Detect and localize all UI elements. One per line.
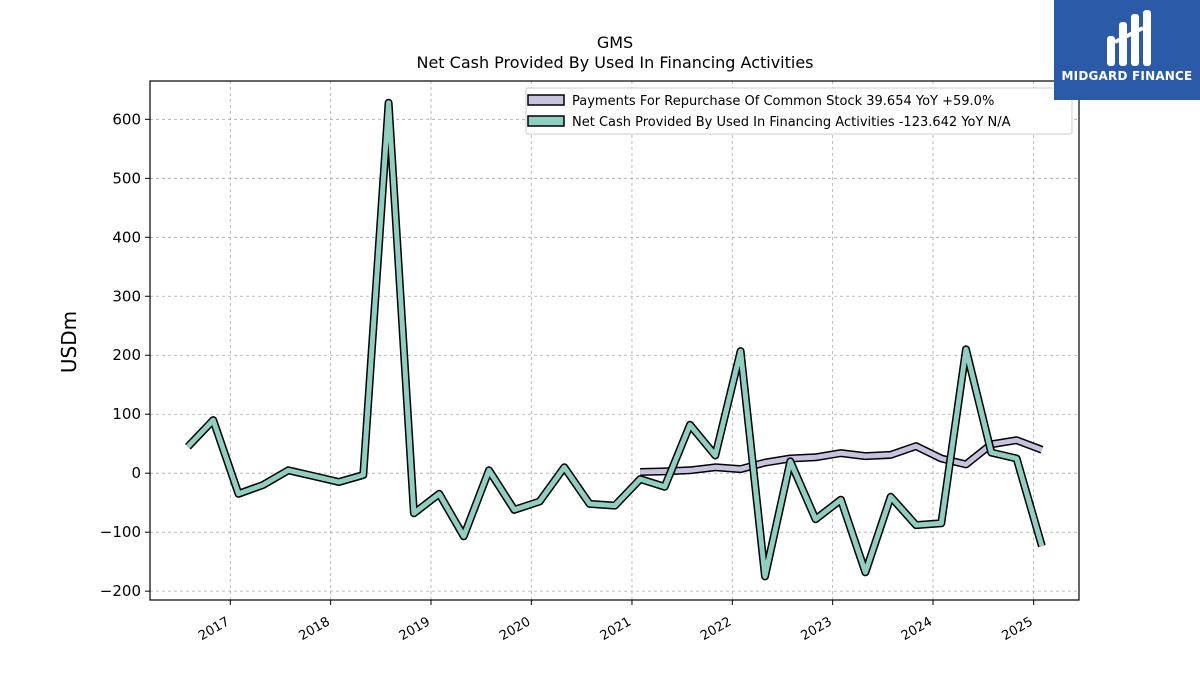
series-1-point xyxy=(437,491,442,496)
series-1-point xyxy=(914,523,919,528)
series-1-point xyxy=(1039,544,1044,549)
x-tick-label: 2020 xyxy=(497,614,533,644)
y-tick-label: −100 xyxy=(100,523,141,541)
y-tick-label: 600 xyxy=(112,110,141,128)
series-1-point xyxy=(512,507,517,512)
series-1-point xyxy=(261,483,266,488)
series-1-point xyxy=(587,501,592,506)
series-1-point xyxy=(662,484,667,489)
series-0-point xyxy=(939,456,944,461)
x-tick-label: 2022 xyxy=(698,614,734,644)
series-1-point xyxy=(211,418,216,423)
series-1-point xyxy=(964,347,969,352)
series-1-line xyxy=(186,100,1045,579)
y-tick-label: 0 xyxy=(131,464,141,482)
y-axis-label: USDm xyxy=(57,311,81,373)
series-1-point xyxy=(537,499,542,504)
series-0-point xyxy=(638,470,643,475)
x-tick-label: 2023 xyxy=(798,614,834,644)
x-tick-label: 2019 xyxy=(397,614,433,644)
series-1-point xyxy=(738,349,743,354)
series-0-point xyxy=(863,454,868,459)
legend-label-1: Net Cash Provided By Used In Financing A… xyxy=(572,115,1011,130)
series-layer xyxy=(185,98,1046,581)
x-tick-label: 2018 xyxy=(296,614,332,644)
series-0-point xyxy=(813,455,818,460)
series-1-point xyxy=(863,570,868,575)
series-0-point xyxy=(1039,447,1044,452)
series-0-point xyxy=(688,468,693,473)
brand-logo: MIDGARD FINANCE xyxy=(1054,0,1200,100)
y-tick-label: 100 xyxy=(112,405,141,423)
series-1-point xyxy=(286,468,291,473)
series-0-point xyxy=(964,462,969,467)
y-tick-label: 200 xyxy=(112,346,141,364)
legend-swatch-1 xyxy=(527,115,565,127)
chart-title: GMS xyxy=(597,33,633,52)
series-1-point xyxy=(813,517,818,522)
y-tick-label: 500 xyxy=(112,169,141,187)
series-1-point xyxy=(311,474,316,479)
x-axis: 2017 2018 2019 2020 2021 2022 2023 2024 2025 xyxy=(196,600,1036,644)
series-1-point xyxy=(562,465,567,470)
series-1-point xyxy=(612,503,617,508)
series-1-point xyxy=(939,521,944,526)
x-tick-label: 2017 xyxy=(196,614,232,644)
series-1-point xyxy=(236,491,241,496)
series-1-point xyxy=(888,494,893,499)
series-1-point xyxy=(411,511,416,516)
series-1-point xyxy=(688,422,693,427)
series-1-point xyxy=(763,574,768,579)
series-1-point xyxy=(1014,456,1019,461)
legend-label-0: Payments For Repurchase Of Common Stock … xyxy=(572,94,994,109)
y-tick-label: −200 xyxy=(100,582,141,600)
series-1-point xyxy=(487,468,492,473)
chart-subtitle: Net Cash Provided By Used In Financing A… xyxy=(416,53,813,72)
plot-frame xyxy=(149,80,1080,601)
brand-name: MIDGARD FINANCE xyxy=(1061,69,1193,83)
series-0-point xyxy=(763,460,768,465)
series-0-point xyxy=(888,452,893,457)
series-1-point xyxy=(638,477,643,482)
series-1-point xyxy=(989,450,994,455)
series-1-point xyxy=(461,534,466,539)
series-1-point xyxy=(788,459,793,464)
series-0-point xyxy=(738,467,743,472)
y-tick-label: 400 xyxy=(112,228,141,246)
series-1-point xyxy=(185,444,190,449)
midgard-logo-mark-icon xyxy=(1107,10,1151,66)
series-0-point xyxy=(838,451,843,456)
series-1-point xyxy=(336,480,341,485)
legend-swatch-0 xyxy=(527,94,565,106)
series-0-point xyxy=(713,465,718,470)
legend[interactable]: Payments For Repurchase Of Common Stock … xyxy=(525,87,1073,135)
series-0-point xyxy=(1014,438,1019,443)
x-tick-label: 2021 xyxy=(598,614,634,644)
x-tick-label: 2025 xyxy=(999,614,1035,644)
series-1-point xyxy=(713,453,718,458)
series-0-point xyxy=(914,444,919,449)
y-axis: −200 −100 0 100 200 300 400 500 600 xyxy=(100,110,150,600)
y-tick-label: 300 xyxy=(112,287,141,305)
series-0-line xyxy=(640,437,1043,475)
x-tick-label: 2024 xyxy=(899,614,935,644)
legend-frame xyxy=(525,87,1073,135)
series-1-point xyxy=(386,100,391,105)
series-1-point xyxy=(838,497,843,502)
series-1-point xyxy=(361,473,366,478)
